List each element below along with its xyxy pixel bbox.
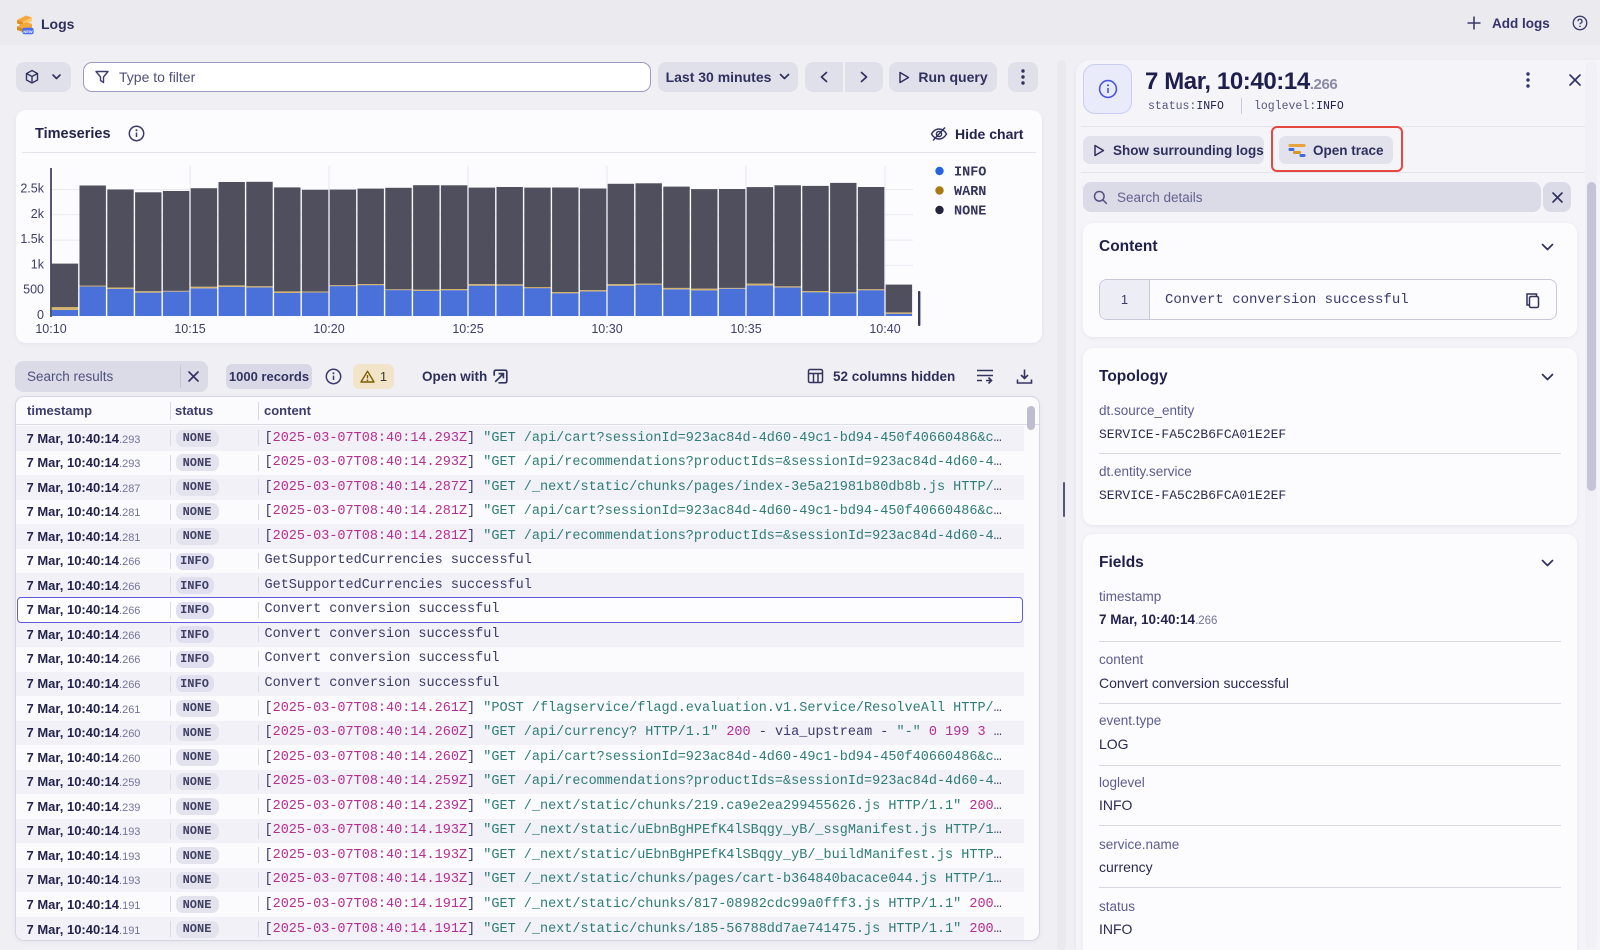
svg-text:10:40: 10:40 xyxy=(869,322,900,336)
svg-text:10:25: 10:25 xyxy=(452,322,483,336)
svg-text:1k: 1k xyxy=(31,257,45,271)
svg-text:2k: 2k xyxy=(31,207,45,221)
svg-text:0: 0 xyxy=(37,308,44,322)
svg-text:2.5k: 2.5k xyxy=(20,182,44,196)
svg-text:10:35: 10:35 xyxy=(730,322,761,336)
svg-text:NONE: NONE xyxy=(954,205,986,220)
svg-text:1.5k: 1.5k xyxy=(20,232,44,246)
svg-text:500: 500 xyxy=(23,283,44,297)
svg-text:10:20: 10:20 xyxy=(313,322,344,336)
svg-text:INFO: INFO xyxy=(954,166,986,181)
svg-text:WARN: WARN xyxy=(954,185,986,200)
svg-text:NEW: NEW xyxy=(23,29,33,34)
svg-text:10:10: 10:10 xyxy=(35,322,66,336)
svg-text:10:15: 10:15 xyxy=(174,322,205,336)
svg-text:10:30: 10:30 xyxy=(591,322,622,336)
